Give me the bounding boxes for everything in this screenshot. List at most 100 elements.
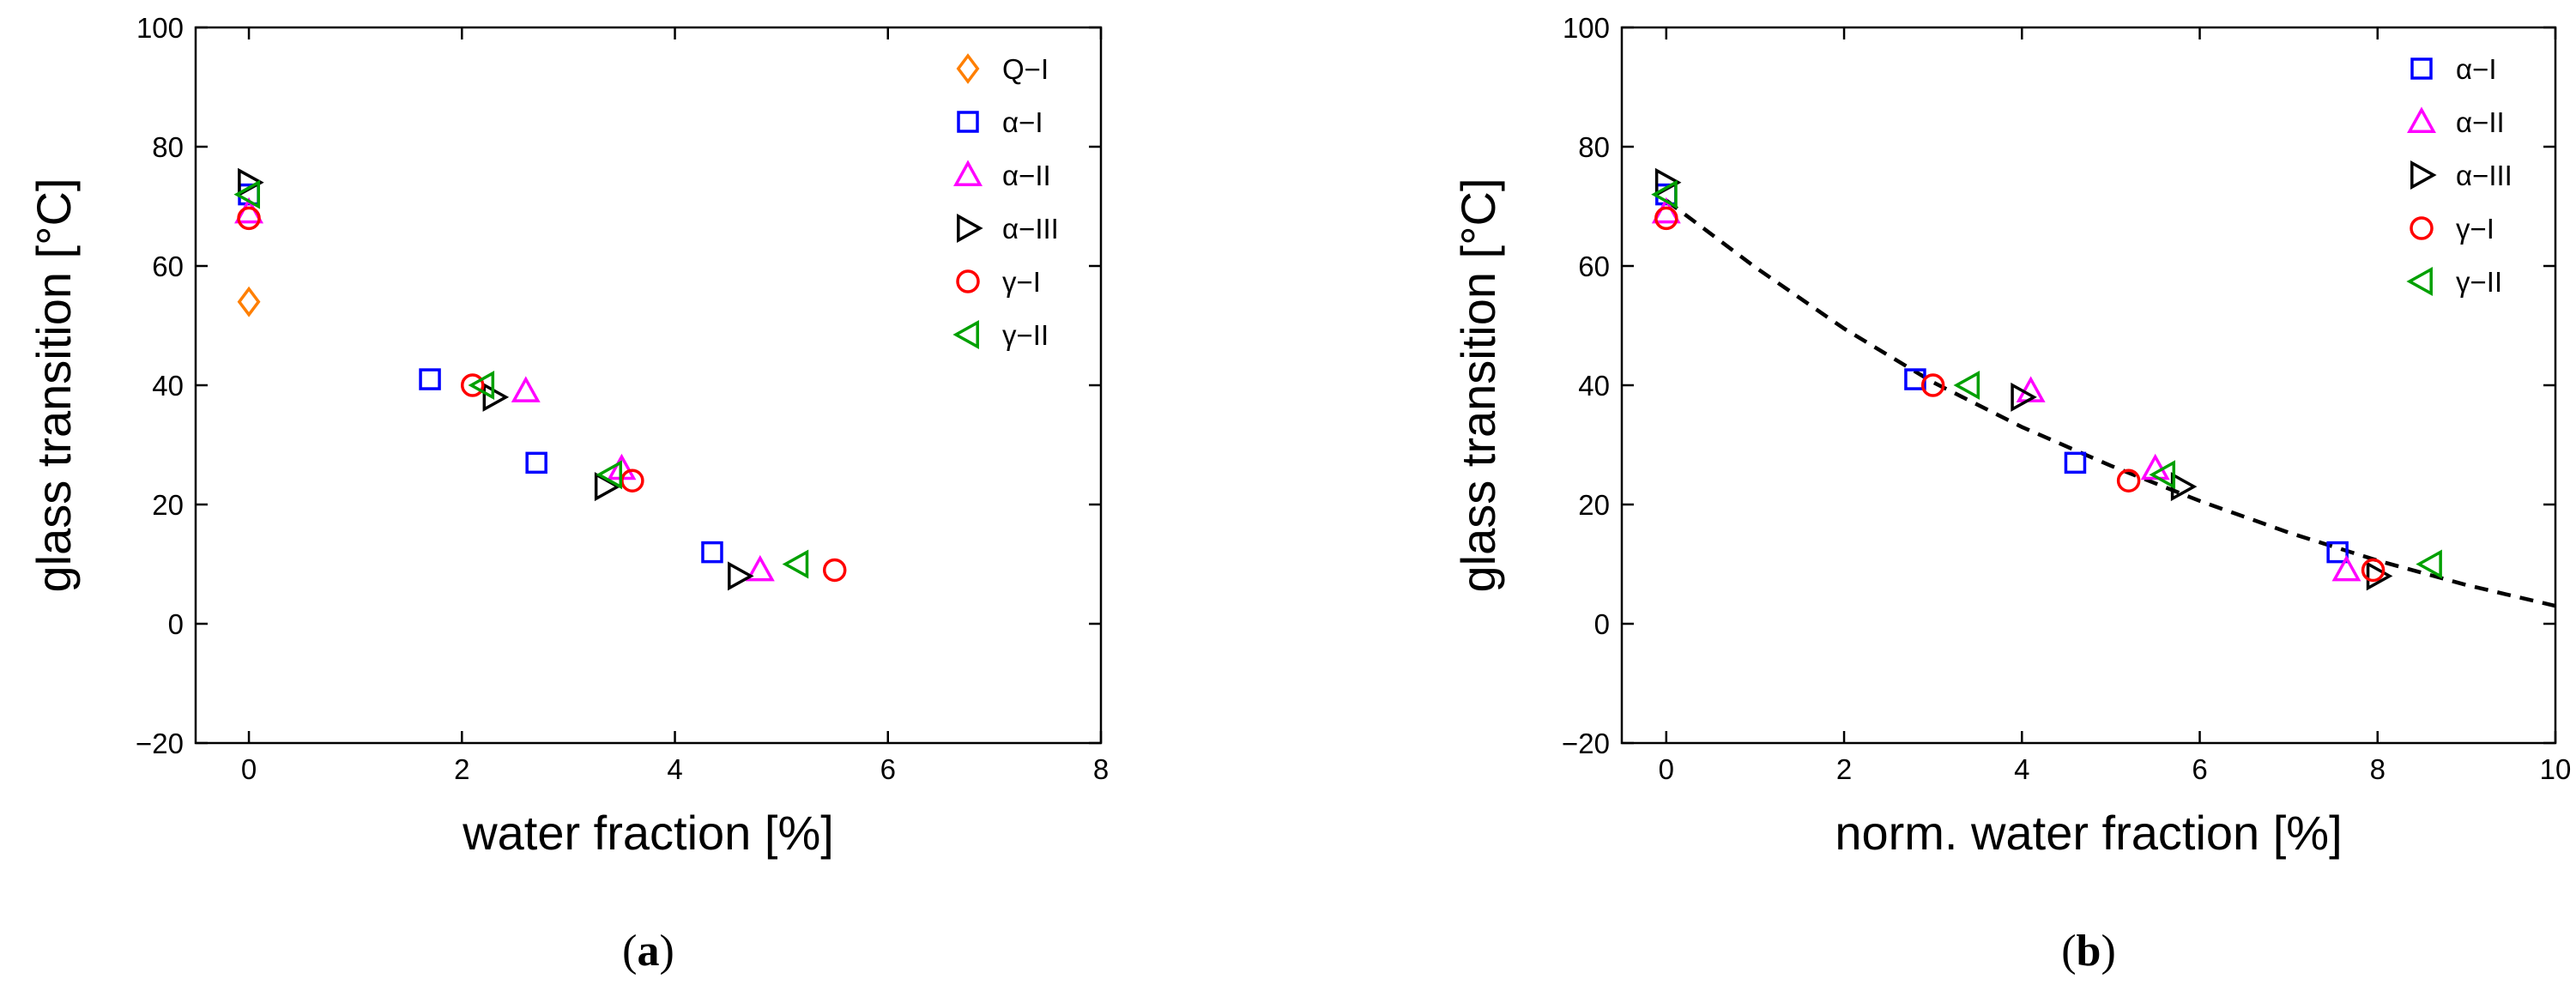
legend-marker	[2410, 216, 2434, 240]
y-tick-label: 40	[1578, 370, 1610, 402]
x-tick-label: 2	[1836, 753, 1852, 785]
legend-marker	[2406, 267, 2433, 296]
data-point	[237, 286, 261, 317]
data-point	[525, 451, 547, 474]
x-tick-label: 6	[2192, 753, 2207, 785]
data-point	[2170, 472, 2198, 502]
fit-line	[1665, 198, 2556, 608]
legend-marker	[956, 269, 980, 293]
legend-marker	[952, 320, 979, 349]
chart-panel-a: 0 2 4 6 8 −20 0 20 40 60 80 100 water fraction [%] gl…	[27, 12, 1109, 976]
plot-frame	[1620, 26, 2557, 745]
data-point	[782, 549, 809, 579]
data-point	[1953, 371, 1980, 400]
x-axis-label: norm. water fraction [%]	[1835, 806, 2342, 860]
data-point	[701, 541, 723, 564]
y-axis-label: glass transition [°C]	[1451, 178, 1505, 592]
plot-frame	[194, 26, 1103, 745]
legend-marker	[2410, 57, 2433, 80]
data-point	[511, 376, 541, 402]
legend-label: α−I	[2456, 53, 2497, 85]
data-point	[728, 561, 754, 591]
legend-marker	[953, 160, 983, 186]
x-tick-label: 4	[2014, 753, 2029, 785]
legend-marker	[2407, 106, 2436, 133]
data-point	[2140, 453, 2170, 480]
data-point	[2326, 541, 2349, 564]
chart-panel-b: 0 2 4 6 8 10 −20 0 20 40 60 80 100 norm. water fracti…	[1451, 12, 2571, 976]
x-tick-label: 0	[241, 753, 257, 785]
data-point	[468, 371, 495, 400]
legend-label: α−II	[2456, 106, 2505, 138]
x-tick-label: 8	[2370, 753, 2386, 785]
series-triangle-right	[238, 167, 754, 591]
series-triangle-left	[1651, 179, 2442, 579]
y-axis-label: glass transition [°C]	[27, 178, 81, 592]
y-tick-label: 0	[168, 608, 184, 640]
data-point	[2416, 549, 2442, 579]
legend-label: γ−II	[2456, 266, 2502, 298]
data-point	[596, 460, 623, 490]
y-tick-label: 0	[1594, 608, 1610, 640]
panel-label: (a)	[622, 927, 674, 976]
data-point	[1654, 206, 1678, 231]
x-tick-label: 6	[880, 753, 896, 785]
y-tick-label: 60	[1578, 251, 1610, 282]
data-point	[2331, 554, 2361, 582]
data-point	[2361, 558, 2386, 583]
series-triangle-left	[233, 179, 809, 579]
legend-label: α−I	[1002, 106, 1043, 138]
y-tick-label: 20	[1578, 489, 1610, 521]
series-square	[238, 183, 723, 564]
data-point	[2149, 460, 2176, 490]
series-circle	[1654, 206, 2386, 583]
data-point	[822, 558, 847, 583]
legend: Q−I α−I α−II α−III γ−I γ−II	[952, 53, 1059, 351]
x-tick-label: 8	[1093, 753, 1109, 785]
x-tick-label: 10	[2540, 753, 2572, 785]
x-axis-label: water fraction [%]	[462, 806, 834, 860]
legend-label: γ−I	[1002, 266, 1041, 298]
y-tick-label: −20	[1562, 728, 1610, 759]
data-point	[233, 179, 261, 209]
legend-label: Q−I	[1002, 53, 1049, 85]
x-tick-label: 4	[667, 753, 682, 785]
legend-marker	[957, 214, 983, 243]
series-triangle-up	[234, 196, 775, 582]
legend: α−I α−II α−III γ−I γ−II	[2406, 53, 2513, 298]
x-tick-label: 2	[454, 753, 469, 785]
series-circle	[237, 206, 847, 583]
series-triangle-up	[1651, 196, 2361, 582]
data-point	[2011, 382, 2037, 412]
y-tick-label: 100	[136, 12, 184, 44]
data-point	[237, 206, 261, 231]
legend-marker	[956, 53, 980, 84]
data-point	[460, 373, 485, 397]
legend-label: α−III	[2456, 160, 2513, 191]
y-tick-label: 40	[152, 370, 184, 402]
legend-marker	[957, 111, 979, 133]
y-tick-label: 60	[152, 251, 184, 282]
y-tick-label: 80	[152, 131, 184, 163]
data-point	[745, 554, 775, 582]
data-point	[2064, 451, 2087, 474]
data-point	[2016, 376, 2046, 402]
legend-label: γ−II	[1002, 319, 1049, 351]
series-diamond	[237, 286, 261, 317]
data-point	[2116, 468, 2141, 492]
panel-label: (b)	[2061, 927, 2116, 976]
y-tick-label: 20	[152, 489, 184, 521]
series-square	[1655, 183, 2349, 564]
legend-label: α−II	[1002, 160, 1051, 191]
legend-label: γ−I	[2456, 213, 2494, 245]
data-point	[419, 368, 441, 390]
y-tick-label: −20	[136, 728, 184, 759]
data-point	[1920, 373, 1945, 397]
data-point	[482, 382, 510, 412]
y-tick-label: 100	[1563, 12, 1610, 44]
legend-label: α−III	[1002, 213, 1059, 245]
data-point	[1651, 179, 1678, 209]
data-point	[2366, 561, 2393, 591]
series-triangle-right	[1654, 167, 2393, 591]
